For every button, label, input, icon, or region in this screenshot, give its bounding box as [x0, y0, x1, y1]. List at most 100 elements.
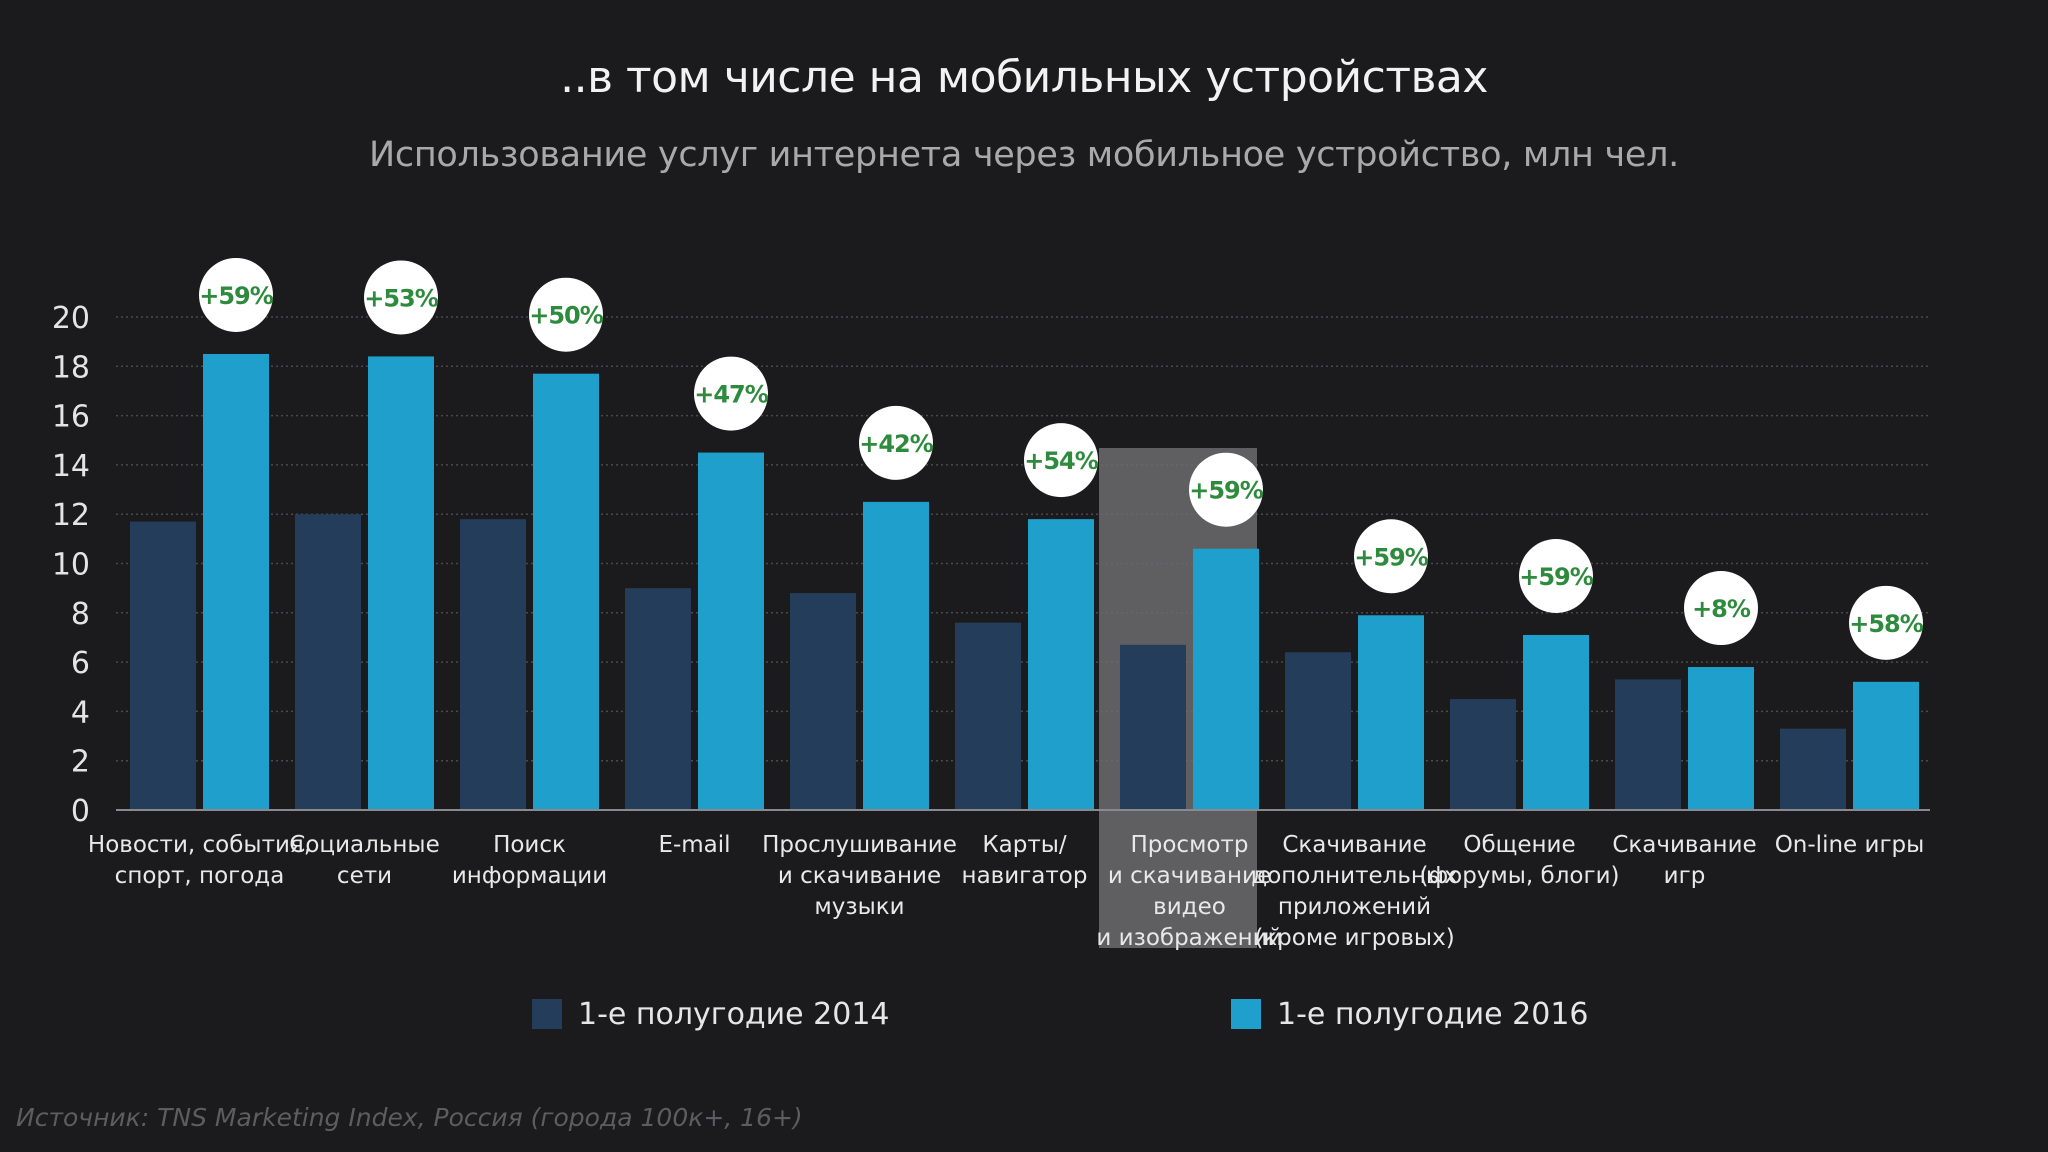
- category-label: Карты/: [982, 832, 1067, 858]
- growth-badge: +58%: [1849, 585, 1925, 660]
- bar-2016: [1358, 615, 1424, 810]
- growth-badge-label: +59%: [199, 282, 274, 310]
- bar-2016: [698, 452, 764, 810]
- category-label: и скачивание: [778, 863, 941, 889]
- category-label: навигатор: [962, 863, 1088, 889]
- legend-item-2016: 1-е полугодие 2016: [1231, 996, 1589, 1032]
- y-tick-label: 8: [71, 597, 90, 632]
- growth-badge-label: +58%: [1849, 610, 1924, 638]
- bar-2014: [625, 588, 691, 810]
- chart-subtitle: Использование услуг интернета через моби…: [369, 135, 1679, 175]
- bar-2014: [955, 622, 1021, 810]
- growth-badge: +59%: [1519, 538, 1595, 613]
- y-tick-label: 4: [71, 695, 90, 730]
- growth-badge-label: +50%: [529, 302, 604, 330]
- category-label: и изображений: [1096, 925, 1282, 951]
- bar-2016: [1853, 681, 1919, 810]
- legend-label-2016: 1-е полугодие 2016: [1277, 996, 1589, 1032]
- y-tick-label: 20: [52, 301, 90, 336]
- bar-2016: [1688, 667, 1754, 810]
- y-tick-label: 16: [52, 400, 90, 435]
- growth-badge-circle: [1849, 585, 1923, 660]
- y-tick-label: 10: [52, 548, 90, 583]
- growth-badge-circle: [364, 260, 438, 335]
- bar-2014: [295, 514, 361, 810]
- category-label: дополнительных: [1251, 863, 1457, 889]
- bar-2014: [130, 521, 196, 810]
- growth-badge: +59%: [199, 257, 275, 332]
- bar-2014: [1780, 728, 1846, 810]
- bar-2014: [1120, 644, 1186, 810]
- growth-badge-circle: [1189, 452, 1263, 527]
- growth-badge-label: +54%: [1024, 447, 1099, 475]
- growth-badge: +59%: [1354, 519, 1430, 594]
- bar-2014: [1285, 652, 1351, 810]
- category-label: (форумы, блоги): [1419, 863, 1619, 889]
- y-tick-label: 14: [52, 449, 90, 484]
- growth-badge-label: +47%: [694, 381, 769, 409]
- bar-chart: 0 2 4 6 8 10 12 14 16 18 20 Новости, события, спорт…: [52, 257, 1930, 951]
- growth-badge-circle: [1024, 423, 1098, 498]
- growth-badge: +8%: [1684, 571, 1758, 646]
- bar-2016: [203, 353, 269, 810]
- category-label: спорт, погода: [115, 863, 285, 889]
- growth-badge: +53%: [364, 260, 440, 335]
- chart-title: ..в том числе на мобильных устройствах: [560, 52, 1488, 103]
- x-axis-labels: Новости, события, спорт, погодаСоциальные…: [88, 832, 1924, 951]
- bar-2014: [790, 593, 856, 810]
- bar-2014: [1450, 699, 1516, 810]
- category-label: музыки: [814, 894, 904, 920]
- bar-2014: [1615, 679, 1681, 810]
- growth-badge-circle: [529, 277, 603, 352]
- bar-2016: [533, 373, 599, 810]
- category-label: видео: [1153, 894, 1226, 920]
- category-label: и скачивание: [1108, 863, 1271, 889]
- category-label: E-mail: [658, 832, 730, 858]
- category-label: Скачивание: [1612, 832, 1756, 858]
- category-label: (кроме игровых): [1254, 925, 1454, 951]
- y-tick-label: 18: [52, 350, 90, 385]
- growth-badges: +59% +53% +50% +47% +42% +54% +59% +59% +59% +8% +…: [199, 257, 1925, 660]
- y-tick-label: 0: [71, 794, 90, 829]
- growth-badge-label: +59%: [1189, 477, 1264, 505]
- growth-badge: +54%: [1024, 423, 1100, 498]
- category-label: Общение: [1463, 832, 1575, 858]
- category-label: Новости, события,: [88, 832, 311, 858]
- growth-badge-circle: [199, 257, 273, 332]
- growth-badge-circle: [1519, 538, 1593, 613]
- legend-label-2014: 1-е полугодие 2014: [578, 996, 890, 1032]
- bars: [130, 353, 1919, 810]
- legend-swatch-2014: [532, 999, 562, 1029]
- growth-badge-circle: [1354, 519, 1428, 594]
- legend-item-2014: 1-е полугодие 2014: [532, 996, 890, 1032]
- bar-2014: [460, 519, 526, 810]
- bar-2016: [1193, 548, 1259, 810]
- category-label: приложений: [1278, 894, 1431, 920]
- growth-badge-label: +53%: [364, 284, 439, 312]
- category-label: Просмотр: [1130, 832, 1248, 858]
- growth-badge: +42%: [859, 405, 935, 480]
- bar-2016: [863, 501, 929, 810]
- category-label: Социальные: [289, 832, 439, 858]
- category-label: игр: [1664, 863, 1706, 889]
- y-axis: 0 2 4 6 8 10 12 14 16 18 20: [52, 301, 1930, 829]
- growth-badge: +50%: [529, 277, 605, 352]
- y-tick-label: 12: [52, 498, 90, 533]
- category-label: Поиск: [493, 832, 566, 858]
- y-tick-label: 6: [71, 646, 90, 681]
- bar-2016: [1028, 519, 1094, 810]
- category-label: информации: [452, 863, 607, 889]
- legend-swatch-2016: [1231, 999, 1261, 1029]
- bar-2016: [1523, 634, 1589, 810]
- source-note: Источник: TNS Marketing Index, Россия (г…: [16, 1103, 803, 1132]
- growth-badge-circle: [859, 405, 933, 480]
- bar-2016: [368, 356, 434, 810]
- category-label: On-line игры: [1775, 832, 1925, 858]
- category-label: Скачивание: [1282, 832, 1426, 858]
- growth-badge-label: +59%: [1519, 563, 1594, 591]
- growth-badge-circle: [694, 356, 768, 431]
- y-tick-label: 2: [71, 745, 90, 780]
- growth-badge-label: +8%: [1692, 595, 1751, 623]
- growth-badge-circle: [1684, 571, 1758, 646]
- category-label: сети: [337, 863, 392, 889]
